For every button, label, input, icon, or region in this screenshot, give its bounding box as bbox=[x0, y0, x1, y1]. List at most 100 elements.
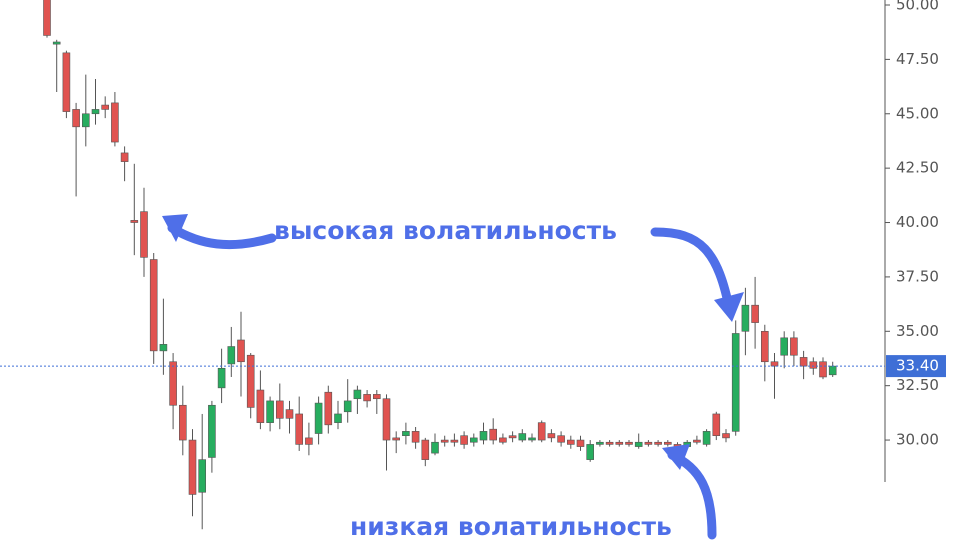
candle-body bbox=[130, 220, 139, 223]
candle bbox=[120, 146, 129, 182]
candle-body bbox=[479, 431, 488, 441]
arrow-head bbox=[714, 292, 744, 322]
candle-body bbox=[159, 344, 168, 352]
candle-body bbox=[469, 437, 478, 443]
candle-body bbox=[431, 441, 439, 454]
candle-body bbox=[576, 439, 585, 447]
candle-body bbox=[140, 211, 148, 258]
candle bbox=[392, 431, 401, 454]
candle-body bbox=[295, 413, 304, 445]
candle bbox=[188, 429, 197, 517]
candle bbox=[101, 96, 109, 119]
candle bbox=[314, 396, 323, 445]
candle-body bbox=[440, 439, 449, 443]
candle bbox=[508, 431, 517, 443]
candle bbox=[343, 379, 352, 423]
candle-body bbox=[363, 394, 371, 402]
candle-body bbox=[499, 437, 507, 443]
candle-body bbox=[217, 367, 226, 389]
annotation: высокая волатильность bbox=[274, 216, 617, 245]
candle-body bbox=[566, 439, 575, 445]
candle-body bbox=[799, 357, 808, 367]
candle bbox=[208, 400, 216, 473]
candle-body bbox=[489, 428, 498, 441]
candle-body bbox=[421, 439, 430, 460]
candle-body bbox=[731, 333, 740, 432]
candle-body bbox=[52, 41, 61, 45]
candle-body bbox=[314, 402, 323, 434]
candle-body bbox=[256, 389, 265, 423]
candle-body bbox=[741, 304, 750, 332]
candle bbox=[741, 287, 750, 356]
candle-body bbox=[91, 109, 100, 115]
candle-body bbox=[101, 104, 109, 110]
candle-body bbox=[237, 339, 245, 363]
candle-body bbox=[547, 433, 556, 439]
last-price-box bbox=[886, 355, 946, 378]
candle bbox=[489, 418, 498, 445]
candle-body bbox=[751, 304, 759, 323]
candle bbox=[72, 102, 80, 197]
candle bbox=[625, 440, 633, 447]
candle-body bbox=[615, 441, 624, 445]
candle bbox=[790, 331, 798, 367]
candle bbox=[266, 396, 274, 432]
candle bbox=[605, 440, 614, 447]
candle bbox=[275, 383, 284, 430]
candle-body bbox=[266, 400, 274, 423]
candle bbox=[654, 440, 662, 447]
candle bbox=[334, 400, 342, 430]
candle-body bbox=[828, 365, 837, 376]
candle bbox=[305, 422, 313, 456]
candle bbox=[557, 431, 565, 447]
candle bbox=[382, 394, 391, 471]
candle bbox=[421, 437, 430, 467]
candle bbox=[479, 422, 488, 445]
candle bbox=[586, 440, 595, 462]
candle-body bbox=[780, 337, 789, 356]
candle bbox=[52, 39, 61, 93]
candle bbox=[596, 440, 604, 447]
candle-body bbox=[188, 439, 197, 495]
candle bbox=[411, 427, 420, 449]
candle-body bbox=[62, 52, 71, 112]
candle-body bbox=[770, 361, 779, 367]
candle bbox=[227, 326, 236, 377]
candle bbox=[62, 50, 71, 119]
candle-body bbox=[693, 439, 701, 443]
candle-body bbox=[663, 441, 672, 445]
candle bbox=[799, 350, 808, 380]
candle bbox=[43, 0, 51, 38]
candle-body bbox=[586, 444, 595, 460]
candle-body bbox=[460, 435, 468, 445]
candle bbox=[499, 433, 507, 445]
candle bbox=[450, 433, 459, 447]
candle bbox=[518, 429, 527, 443]
candle-body bbox=[644, 441, 653, 445]
candle-body bbox=[227, 346, 236, 365]
candle-body bbox=[120, 152, 129, 162]
arrow bbox=[167, 223, 277, 250]
candle bbox=[693, 435, 701, 445]
candle-body bbox=[809, 361, 818, 369]
candle bbox=[615, 440, 624, 447]
candle bbox=[82, 74, 90, 147]
candle-body bbox=[208, 404, 216, 458]
y-tick-label: 35.00 bbox=[896, 322, 939, 340]
candle bbox=[460, 431, 468, 449]
candle-body bbox=[508, 435, 517, 439]
candle-body bbox=[402, 431, 410, 437]
y-tick-label: 42.50 bbox=[896, 159, 939, 177]
candle bbox=[295, 396, 304, 451]
candle-body bbox=[596, 441, 604, 445]
candle bbox=[469, 433, 478, 447]
y-tick-label: 40.00 bbox=[896, 213, 939, 231]
y-tick-label: 47.50 bbox=[896, 50, 939, 68]
candle-body bbox=[169, 361, 177, 406]
candle bbox=[402, 422, 410, 445]
candle bbox=[528, 433, 536, 443]
candle-body bbox=[111, 102, 119, 143]
candle bbox=[372, 390, 381, 414]
candle bbox=[198, 413, 206, 530]
